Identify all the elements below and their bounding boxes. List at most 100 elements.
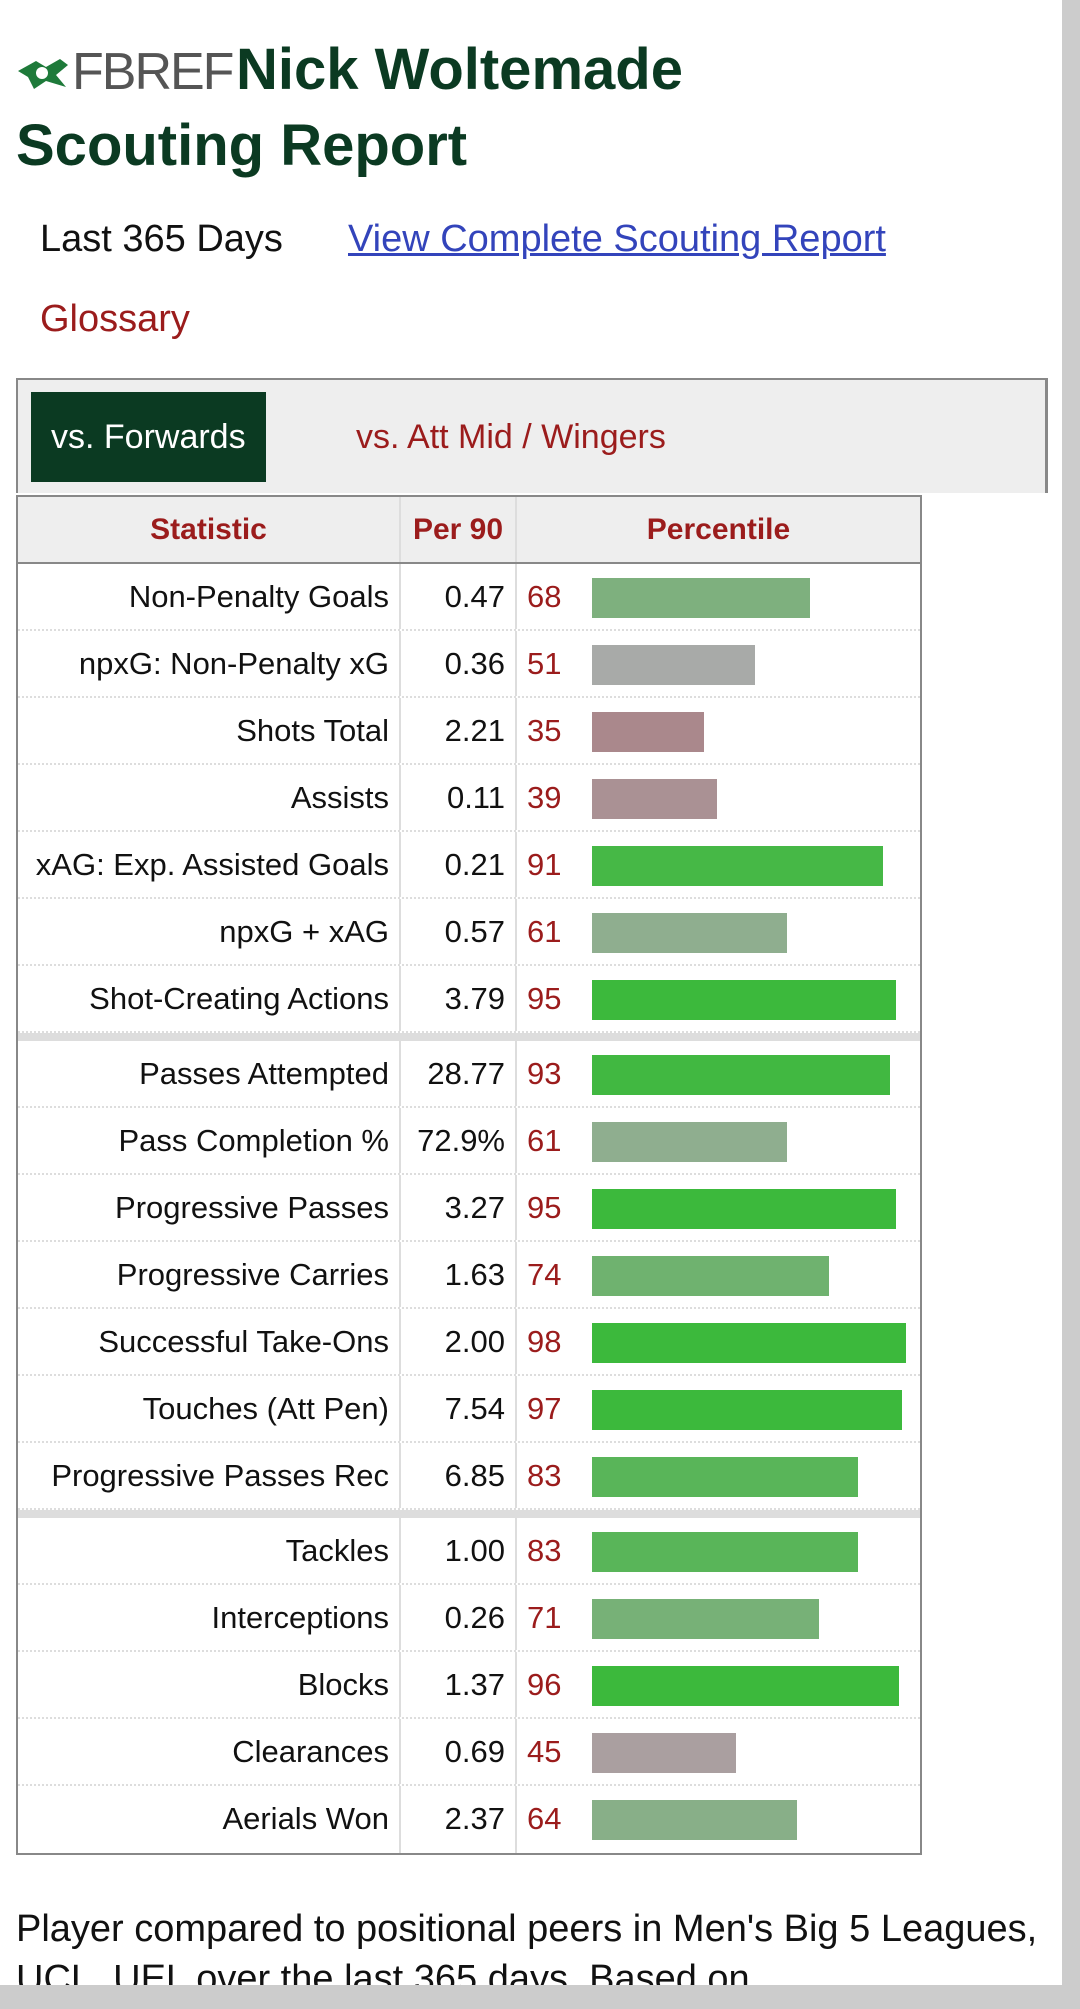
percentile-bar: [592, 645, 756, 685]
statistic: Shots Total: [18, 698, 401, 763]
column-header: Per 90: [401, 497, 517, 562]
stat-row: Touches (Att Pen) 7.54 97: [18, 1376, 920, 1443]
percentile: 45: [527, 1734, 562, 1769]
statistic: Progressive Carries: [18, 1242, 401, 1307]
statistic: Successful Take-Ons: [18, 1309, 401, 1374]
stat-row: Non-Penalty Goals 0.47 68: [18, 564, 920, 631]
percentile: 35: [527, 713, 562, 748]
percentile: 96: [527, 1667, 562, 1702]
statistic: Passes Attempted: [18, 1041, 401, 1106]
percentile-cell: 74: [517, 1242, 920, 1307]
statistic: npxG + xAG: [18, 899, 401, 964]
percentile-bar: [592, 1666, 900, 1706]
statistic: xAG: Exp. Assisted Goals: [18, 832, 401, 897]
percentile: 39: [527, 780, 562, 815]
percentile: 97: [527, 1391, 562, 1426]
per90: 0.26: [401, 1585, 517, 1650]
statistic: Tackles: [18, 1518, 401, 1583]
percentile-cell: 45: [517, 1719, 920, 1784]
percentile-bar: [592, 779, 717, 819]
per90: 0.47: [401, 564, 517, 629]
stat-row: Pass Completion % 72.9% 61: [18, 1108, 920, 1175]
per90: 7.54: [401, 1376, 517, 1441]
stat-row: Shots Total 2.21 35: [18, 698, 920, 765]
percentile-bar: [592, 1532, 858, 1572]
percentile-bar: [592, 1800, 797, 1840]
percentile-bar: [592, 913, 788, 953]
per90: 0.21: [401, 832, 517, 897]
statistic: Touches (Att Pen): [18, 1376, 401, 1441]
percentile: 95: [527, 1190, 562, 1225]
stat-row: Progressive Carries 1.63 74: [18, 1242, 920, 1309]
glossary-link[interactable]: Glossary: [40, 298, 190, 340]
statistic: Clearances: [18, 1719, 401, 1784]
stat-row: Passes Attempted 28.77 93: [18, 1041, 920, 1108]
stat-row: Clearances 0.69 45: [18, 1719, 920, 1786]
percentile-cell: 97: [517, 1376, 920, 1441]
per90: 2.00: [401, 1309, 517, 1374]
percentile: 51: [527, 646, 562, 681]
per90: 28.77: [401, 1041, 517, 1106]
percentile-bar: [592, 1323, 906, 1363]
per90: 72.9%: [401, 1108, 517, 1173]
percentile-cell: 35: [517, 698, 920, 763]
percentile-bar: [592, 846, 884, 886]
per90: 1.63: [401, 1242, 517, 1307]
percentile: 93: [527, 1056, 562, 1091]
tab-active[interactable]: vs. Forwards: [31, 392, 266, 482]
stat-row: npxG + xAG 0.57 61: [18, 899, 920, 966]
percentile-cell: 93: [517, 1041, 920, 1106]
per90: 1.00: [401, 1518, 517, 1583]
percentile-cell: 95: [517, 1175, 920, 1240]
percentile-cell: 61: [517, 1108, 920, 1173]
statistic: Blocks: [18, 1652, 401, 1717]
percentile-cell: 39: [517, 765, 920, 830]
percentile-bar: [592, 578, 810, 618]
per90: 3.27: [401, 1175, 517, 1240]
stat-row: npxG: Non-Penalty xG 0.36 51: [18, 631, 920, 698]
group-separator: [18, 1033, 920, 1041]
group-separator: [18, 1510, 920, 1518]
statistic: Pass Completion %: [18, 1108, 401, 1173]
tabs: vs. Forwards vs. Att Mid / Wingers: [16, 378, 1048, 493]
percentile: 61: [527, 914, 562, 949]
statistic: Assists: [18, 765, 401, 830]
stat-row: Interceptions 0.26 71: [18, 1585, 920, 1652]
report-link[interactable]: View Complete Scouting Report: [348, 218, 886, 260]
percentile: 74: [527, 1257, 562, 1292]
column-header: Percentile: [646, 513, 791, 546]
stat-row: Tackles 1.00 83: [18, 1518, 920, 1585]
percentile: 71: [527, 1600, 562, 1635]
per90: 3.79: [401, 966, 517, 1031]
percentile-bar: [592, 1055, 890, 1095]
percentile-cell: 64: [517, 1786, 920, 1853]
percentile-bar: [592, 980, 896, 1020]
percentile-cell: 83: [517, 1518, 920, 1583]
percentile-cell: 61: [517, 899, 920, 964]
percentile-cell: 96: [517, 1652, 920, 1717]
percentile-bar: [592, 712, 704, 752]
logo-text: FBREF: [72, 43, 234, 101]
statistic: Interceptions: [18, 1585, 401, 1650]
logo[interactable]: FBREF: [16, 42, 234, 102]
bottom-bar: [0, 1985, 1080, 2009]
scouting-table: Statistic Per 90 Percentile Non-Penalty Goa…: [16, 495, 922, 1855]
per90: 6.85: [401, 1443, 517, 1508]
percentile-cell: 68: [517, 564, 920, 629]
statistic: npxG: Non-Penalty xG: [18, 631, 401, 696]
statistic: Non-Penalty Goals: [18, 564, 401, 629]
stat-row: Progressive Passes 3.27 95: [18, 1175, 920, 1242]
percentile-cell: 71: [517, 1585, 920, 1650]
per90: 2.21: [401, 698, 517, 763]
period: Last 365 Days: [40, 218, 283, 260]
logo-icon: [18, 59, 68, 89]
percentile: 98: [527, 1324, 562, 1359]
statistic: Shot-Creating Actions: [18, 966, 401, 1031]
percentile-cell: 51: [517, 631, 920, 696]
percentile-bar: [592, 1256, 829, 1296]
tab[interactable]: vs. Att Mid / Wingers: [356, 418, 666, 456]
percentile-bar: [592, 1122, 788, 1162]
percentile: 83: [527, 1533, 562, 1568]
page-title: Nick Woltemade Scouting Report: [16, 37, 683, 178]
